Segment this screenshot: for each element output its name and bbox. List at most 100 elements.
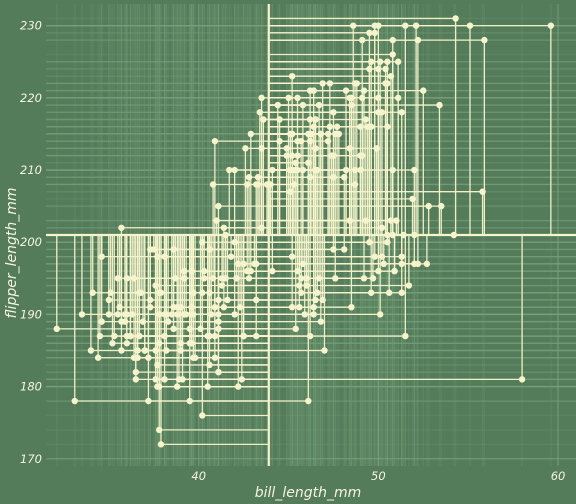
data-point bbox=[233, 275, 240, 282]
data-point bbox=[220, 224, 228, 231]
data-point bbox=[123, 332, 131, 340]
data-point bbox=[204, 383, 211, 390]
data-point bbox=[411, 231, 418, 239]
data-point bbox=[254, 181, 262, 188]
data-point bbox=[351, 181, 359, 188]
data-point bbox=[235, 383, 242, 390]
data-point bbox=[294, 166, 301, 174]
data-point bbox=[518, 376, 526, 383]
data-point bbox=[326, 123, 334, 130]
y-tick-label: 200 bbox=[20, 235, 42, 249]
data-point bbox=[398, 289, 405, 296]
data-point bbox=[200, 267, 208, 275]
data-point bbox=[152, 282, 159, 289]
x-axis-title: bill_length_mm bbox=[255, 485, 361, 501]
data-point bbox=[400, 231, 407, 239]
data-point bbox=[240, 260, 247, 268]
data-point bbox=[215, 202, 222, 210]
data-point bbox=[394, 94, 402, 102]
data-point bbox=[346, 217, 353, 224]
data-point bbox=[389, 51, 396, 58]
data-point bbox=[130, 275, 138, 282]
data-point bbox=[186, 325, 193, 333]
data-point bbox=[330, 152, 337, 159]
data-point bbox=[274, 101, 281, 109]
data-point bbox=[312, 116, 319, 123]
data-point bbox=[294, 267, 301, 275]
data-point bbox=[296, 303, 303, 311]
data-point bbox=[394, 58, 402, 65]
data-point bbox=[353, 80, 361, 87]
data-point bbox=[367, 289, 375, 296]
data-point bbox=[294, 152, 301, 159]
data-point bbox=[299, 101, 307, 109]
data-point bbox=[409, 195, 416, 203]
y-tick-label: 210 bbox=[20, 163, 42, 177]
data-point bbox=[139, 318, 147, 325]
data-point bbox=[188, 303, 195, 311]
data-point bbox=[215, 318, 222, 325]
data-point bbox=[211, 137, 219, 145]
data-point bbox=[375, 65, 382, 73]
data-point bbox=[181, 275, 188, 282]
data-point bbox=[366, 65, 373, 73]
data-point bbox=[371, 22, 378, 29]
data-point bbox=[299, 260, 307, 268]
data-point bbox=[330, 109, 337, 116]
data-point bbox=[114, 275, 122, 282]
data-point bbox=[375, 94, 382, 102]
data-point bbox=[145, 354, 152, 361]
data-point bbox=[244, 181, 251, 188]
data-point bbox=[297, 275, 305, 282]
data-point bbox=[371, 29, 378, 37]
data-point bbox=[141, 347, 149, 354]
data-point bbox=[324, 137, 332, 145]
data-point bbox=[71, 397, 78, 405]
data-point bbox=[245, 174, 253, 181]
data-point bbox=[366, 29, 373, 37]
data-point bbox=[164, 318, 172, 325]
data-point bbox=[314, 166, 321, 174]
data-point bbox=[306, 174, 314, 181]
data-point bbox=[123, 275, 131, 282]
data-point bbox=[290, 181, 298, 188]
data-point bbox=[398, 253, 405, 260]
data-point bbox=[376, 58, 384, 65]
data-point bbox=[378, 253, 386, 260]
data-point bbox=[371, 253, 378, 260]
data-point bbox=[111, 332, 118, 340]
data-point bbox=[231, 311, 238, 318]
data-point bbox=[231, 239, 238, 246]
data-point bbox=[118, 347, 125, 354]
data-point bbox=[129, 311, 136, 318]
data-point bbox=[161, 376, 168, 383]
data-point bbox=[317, 318, 325, 325]
data-point bbox=[199, 239, 206, 246]
data-point bbox=[335, 130, 343, 138]
data-point bbox=[258, 224, 265, 231]
data-point bbox=[305, 159, 312, 167]
data-point bbox=[200, 275, 208, 282]
data-point bbox=[367, 58, 375, 65]
data-point bbox=[547, 22, 555, 29]
data-point bbox=[317, 130, 325, 138]
data-point bbox=[269, 166, 276, 174]
data-point bbox=[479, 188, 486, 195]
x-tick-label: 60 bbox=[551, 469, 566, 483]
data-point bbox=[314, 289, 321, 296]
data-point bbox=[319, 80, 326, 87]
data-point bbox=[222, 231, 229, 239]
data-point bbox=[357, 123, 364, 130]
data-point bbox=[362, 116, 369, 123]
data-point bbox=[199, 289, 206, 296]
data-point bbox=[215, 368, 222, 376]
data-point bbox=[251, 260, 258, 268]
data-point bbox=[303, 275, 310, 282]
data-point bbox=[98, 253, 105, 260]
data-point bbox=[359, 94, 366, 102]
data-point bbox=[208, 311, 215, 318]
data-point bbox=[155, 426, 163, 434]
data-point bbox=[235, 260, 242, 268]
data-point bbox=[348, 101, 355, 109]
